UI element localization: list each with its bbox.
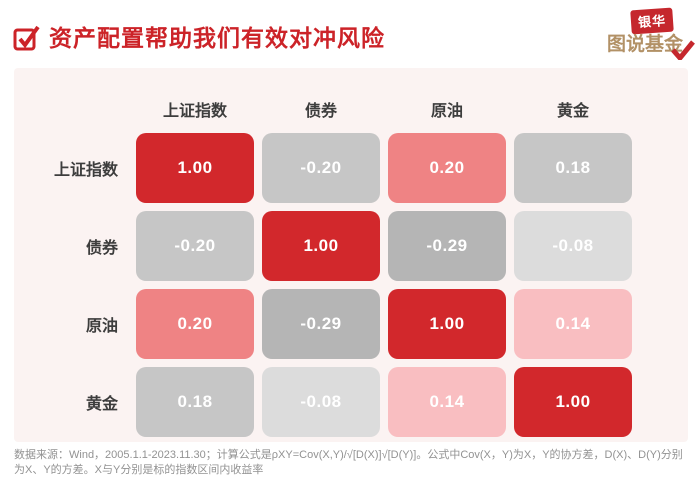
brand-logo: 银华 图说基金 bbox=[607, 7, 695, 60]
row-label: 原油 bbox=[85, 318, 118, 335]
correlation-matrix-panel: 上证指数 债券 原油 黄金 上证指数 1.00 -0.20 0.20 0.18 债券 -0.20 1.… bbox=[14, 68, 688, 442]
brand-checkmark-icon bbox=[671, 40, 695, 60]
footnote-source-text: 数据来源：Wind，2005.1.1-2023.11.30；计算公式是ρXY=C… bbox=[14, 449, 683, 477]
matrix-cell: 0.18 bbox=[136, 367, 254, 437]
brand-subtitle: 图说基金 bbox=[607, 34, 684, 55]
matrix-cell: 1.00 bbox=[514, 367, 632, 437]
matrix-cell: -0.20 bbox=[262, 133, 380, 203]
page-title: 资产配置帮助我们有效对冲风险 bbox=[49, 25, 385, 51]
column-header: 上证指数 bbox=[162, 103, 227, 120]
correlation-grid: 上证指数 债券 原油 黄金 上证指数 1.00 -0.20 0.20 0.18 债券 -0.20 1.… bbox=[14, 68, 688, 437]
checked-checkbox-icon bbox=[13, 25, 40, 50]
matrix-corner-spacer bbox=[14, 68, 128, 125]
column-header: 原油 bbox=[430, 103, 463, 120]
row-label: 债券 bbox=[85, 240, 118, 257]
matrix-cell: 0.18 bbox=[514, 133, 632, 203]
matrix-cell: 1.00 bbox=[262, 211, 380, 281]
matrix-cell: -0.29 bbox=[262, 289, 380, 359]
row-label: 黄金 bbox=[85, 396, 118, 413]
matrix-cell: 0.14 bbox=[514, 289, 632, 359]
matrix-cell: -0.29 bbox=[388, 211, 506, 281]
page-header: 资产配置帮助我们有效对冲风险 bbox=[13, 19, 385, 53]
matrix-cell: -0.08 bbox=[514, 211, 632, 281]
column-header: 黄金 bbox=[556, 103, 589, 120]
matrix-cell: 0.20 bbox=[136, 289, 254, 359]
matrix-cell: 0.20 bbox=[388, 133, 506, 203]
matrix-cell: 1.00 bbox=[136, 133, 254, 203]
row-label: 上证指数 bbox=[53, 162, 118, 179]
matrix-cell: -0.08 bbox=[262, 367, 380, 437]
column-header: 债券 bbox=[304, 103, 337, 120]
matrix-cell: 0.14 bbox=[388, 367, 506, 437]
matrix-cell: 1.00 bbox=[388, 289, 506, 359]
matrix-cell: -0.20 bbox=[136, 211, 254, 281]
